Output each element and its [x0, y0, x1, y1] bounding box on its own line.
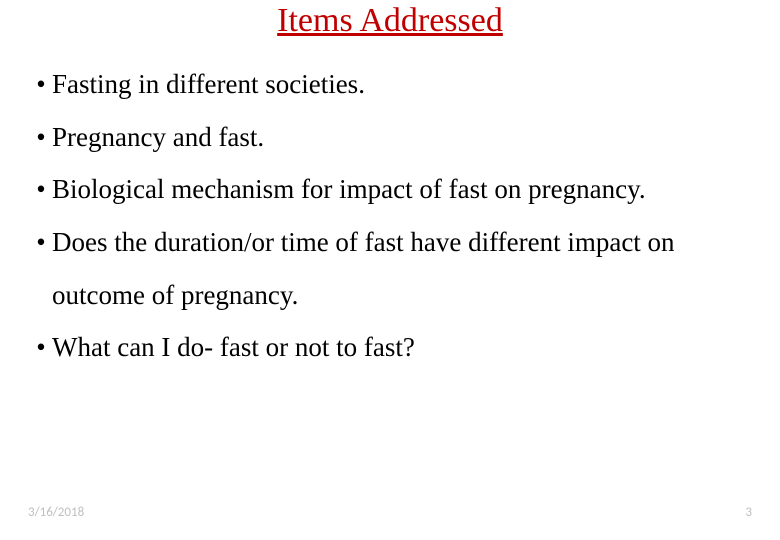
list-item: • Biological mechanism for impact of fas…: [30, 163, 750, 216]
list-item-text: What can I do- fast or not to fast?: [52, 321, 750, 374]
list-item: • Does the duration/or time of fast have…: [30, 216, 750, 321]
slide-title: Items Addressed: [30, 2, 750, 40]
list-item-text: Pregnancy and fast.: [52, 111, 750, 164]
bullet-list: • Fasting in different societies. • Preg…: [30, 58, 750, 374]
list-item: • What can I do- fast or not to fast?: [30, 321, 750, 374]
bullet-icon: •: [30, 163, 52, 216]
footer-date: 3/16/2018: [28, 505, 84, 520]
footer-page-number: 3: [745, 505, 752, 520]
list-item-text: Biological mechanism for impact of fast …: [52, 163, 750, 216]
list-item: • Fasting in different societies.: [30, 58, 750, 111]
bullet-icon: •: [30, 321, 52, 374]
bullet-icon: •: [30, 111, 52, 164]
list-item-text: Fasting in different societies.: [52, 58, 750, 111]
list-item-text: Does the duration/or time of fast have d…: [52, 216, 750, 321]
bullet-icon: •: [30, 58, 52, 111]
bullet-icon: •: [30, 216, 52, 269]
list-item: • Pregnancy and fast.: [30, 111, 750, 164]
slide: Items Addressed • Fasting in different s…: [0, 2, 780, 540]
